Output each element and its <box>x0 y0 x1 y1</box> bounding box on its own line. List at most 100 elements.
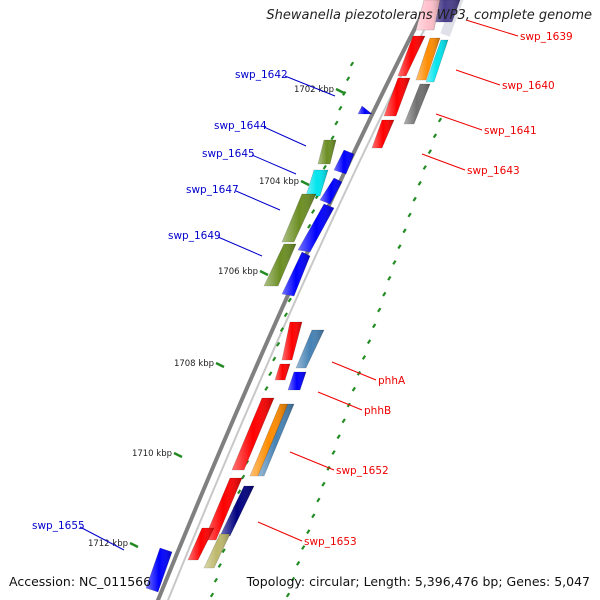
gene-feature[interactable] <box>403 83 431 125</box>
gene-label[interactable]: swp_1645 <box>202 148 255 160</box>
gene-label[interactable]: swp_1652 <box>336 465 389 477</box>
inner-tick-mark <box>349 61 355 67</box>
gene-label-leader <box>455 69 501 86</box>
gene-label-leader <box>317 391 363 411</box>
outer-tick-mark <box>397 244 402 250</box>
kbp-tick <box>259 269 269 277</box>
outer-tick-mark <box>311 513 316 519</box>
outer-tick-mark <box>422 165 427 170</box>
inner-tick-mark <box>310 209 316 214</box>
outer-tick-mark <box>341 418 346 424</box>
outer-tick-mark <box>372 323 377 329</box>
outer-tick-mark <box>336 434 341 440</box>
gene-label[interactable]: swp_1642 <box>235 69 288 81</box>
outer-tick-mark <box>366 339 372 345</box>
gene-label-leader <box>79 526 125 551</box>
outer-tick-mark <box>417 180 422 186</box>
gene-label[interactable]: swp_1639 <box>520 31 573 43</box>
gene-label[interactable]: swp_1649 <box>168 230 221 242</box>
map-title: Shewanella piezotolerans WP3, complete g… <box>266 8 592 23</box>
gene-label-leader <box>235 190 281 211</box>
gene-feature[interactable] <box>333 149 355 175</box>
gene-label-leader <box>263 126 307 147</box>
gene-feature[interactable] <box>274 363 291 381</box>
gene-label-leader <box>421 153 466 171</box>
inner-tick-mark <box>237 489 242 495</box>
outer-tick-mark <box>387 275 392 281</box>
outer-tick-mark <box>432 133 438 139</box>
kbp-label: 1706 kbp <box>218 267 258 277</box>
outer-tick-mark <box>361 355 367 360</box>
gene-label[interactable]: swp_1647 <box>186 184 239 196</box>
gene-label[interactable]: swp_1643 <box>467 165 520 177</box>
outer-tick-mark <box>301 545 306 550</box>
inner-tick-mark <box>275 341 281 347</box>
outer-tick-mark <box>382 291 387 297</box>
gene-feature[interactable] <box>371 119 395 149</box>
gene-feature[interactable] <box>357 105 373 115</box>
inner-tick-mark <box>345 76 351 82</box>
inner-tick-mark <box>334 120 339 126</box>
gene-label[interactable]: swp_1653 <box>304 536 357 548</box>
outer-tick-mark <box>402 228 407 234</box>
gene-label-leader <box>257 521 303 542</box>
inner-tick-mark <box>264 386 269 391</box>
gene-feature[interactable] <box>281 321 303 361</box>
gene-label-leader <box>435 113 483 131</box>
inner-tick-mark <box>240 474 246 480</box>
outer-tick-mark <box>437 117 443 123</box>
outer-tick-mark <box>290 576 296 582</box>
outer-tick-mark <box>331 450 336 455</box>
inner-tick-mark <box>342 91 347 96</box>
inner-tick-mark <box>338 105 343 111</box>
outer-tick-mark <box>351 386 356 392</box>
gene-label[interactable]: phhA <box>378 375 406 387</box>
gene-label-leader <box>331 361 377 381</box>
kbp-tick <box>335 87 345 95</box>
inner-tick-mark <box>287 297 292 303</box>
gene-label-leader <box>251 154 297 175</box>
topology-label: Topology: circular; Length: 5,396,476 bp… <box>246 574 590 589</box>
outer-tick-mark <box>427 149 432 155</box>
gene-label[interactable]: phhB <box>364 405 391 417</box>
inner-tick-mark <box>307 223 312 229</box>
outer-tick-mark <box>285 592 291 598</box>
kbp-tick <box>129 541 139 549</box>
inner-tick-mark <box>283 312 289 318</box>
gene-label-leader <box>284 75 336 97</box>
outer-tick-mark <box>407 212 412 218</box>
accession-label: Accession: NC_011566 <box>9 574 152 589</box>
gene-label[interactable]: swp_1640 <box>502 80 555 92</box>
gene-label-leader <box>289 451 335 471</box>
gene-label[interactable]: swp_1641 <box>484 125 537 137</box>
inner-tick-mark <box>217 563 222 568</box>
gene-label[interactable]: swp_1644 <box>214 120 267 132</box>
gene-feature[interactable] <box>295 329 325 369</box>
kbp-tick <box>215 361 225 369</box>
inner-tick-mark <box>268 371 273 377</box>
inner-tick-mark <box>213 577 219 583</box>
gene-feature[interactable] <box>287 371 307 391</box>
inner-tick-mark <box>272 356 277 362</box>
kbp-label: 1708 kbp <box>174 359 214 369</box>
outer-tick-mark <box>326 465 331 471</box>
inner-tick-mark <box>209 592 215 598</box>
outer-tick-mark <box>377 307 382 313</box>
kbp-label: 1710 kbp <box>132 449 172 459</box>
kbp-label: 1704 kbp <box>259 177 299 187</box>
outer-tick-mark <box>321 481 326 487</box>
gene-label-leader <box>217 236 263 257</box>
outer-tick-mark <box>306 529 311 535</box>
gene-label-leader <box>465 19 519 37</box>
gene-feature[interactable] <box>317 139 337 165</box>
inner-tick-mark <box>322 164 327 170</box>
gene-label[interactable]: swp_1655 <box>32 520 85 532</box>
inner-tick-mark <box>330 135 335 141</box>
kbp-tick <box>300 179 310 187</box>
kbp-label: 1702 kbp <box>294 85 334 95</box>
outer-tick-mark <box>392 260 397 265</box>
outer-tick-mark <box>412 196 417 202</box>
kbp-label: 1712 kbp <box>88 539 128 549</box>
